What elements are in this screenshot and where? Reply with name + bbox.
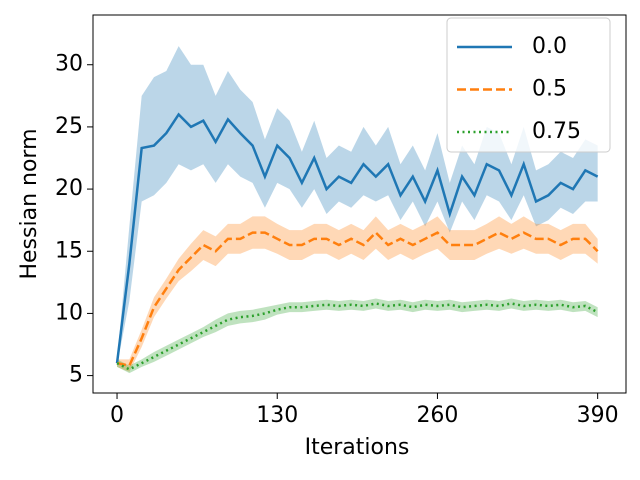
- legend-label: 0.5: [532, 77, 567, 102]
- y-axis-label: Hessian norm: [17, 128, 42, 279]
- x-axis-label: Iterations: [305, 435, 410, 460]
- y-tick-label: 30: [55, 52, 83, 77]
- series-line: [116, 302, 599, 371]
- legend-box: [446, 17, 611, 153]
- y-tick-label: 25: [55, 114, 83, 139]
- y-tick-label: 20: [55, 176, 83, 201]
- legend: 0.0 0.5 0.75: [446, 17, 611, 153]
- x-tick-label: 260: [416, 403, 458, 428]
- confidence-band: [117, 216, 598, 372]
- series-line: [116, 230, 599, 368]
- legend-label: 0.0: [532, 34, 567, 59]
- y-tick-label: 10: [55, 300, 83, 325]
- plot-frame: [92, 14, 627, 394]
- x-tick-label: 390: [577, 403, 619, 428]
- confidence-band: [117, 298, 598, 374]
- y-tick-label: 15: [55, 238, 83, 263]
- series-line: [115, 112, 599, 364]
- confidence-band: [117, 46, 598, 366]
- x-tick-label: 130: [256, 403, 298, 428]
- x-tick-label: 0: [110, 403, 124, 428]
- legend-label: 0.75: [532, 119, 581, 144]
- y-tick-label: 5: [69, 363, 83, 388]
